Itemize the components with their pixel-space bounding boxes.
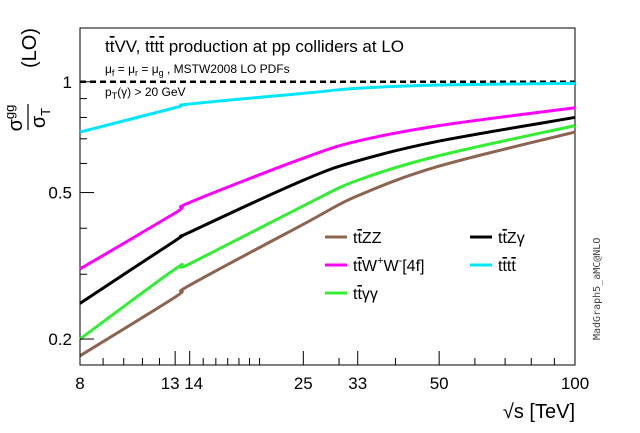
series-line-3 [79,81,576,134]
x-tick-label: 14 [184,374,203,393]
annotation-cut: pT(γ) > 20 GeV [105,85,186,101]
y-label-denominator: σT [28,108,53,128]
plot-frame [79,27,576,366]
legend-label: ttW+W-[4f] [353,255,424,275]
series-line-1 [79,115,576,305]
chart-title: ttVV, tttt production at pp colliders at… [105,37,404,56]
legend-label: ttγγ [353,286,378,303]
series-line-4 [79,124,576,341]
x-tick-label: 100 [561,374,589,393]
legend-label: ttZγ [498,230,525,247]
legend-label: tttt [498,258,516,275]
y-tick-label: 0.2 [48,330,72,349]
y-label-suffix: (LO) [19,28,41,68]
x-tick-label: 13 [161,374,180,393]
x-tick-label: 33 [348,374,367,393]
annotation-scales: μf = μr = μg , MSTW2008 LO PDFs [105,62,290,78]
y-tick-label: 1 [63,73,72,92]
y-tick-label: 0.5 [48,184,72,203]
watermark: MadGraph5_aMC@NLO [592,238,603,340]
series-line-2 [79,106,576,271]
y-label-numerator: σgg [2,105,27,132]
x-tick-label: 50 [430,374,449,393]
legend-label: ttZZ [353,230,382,247]
series-line-0 [79,130,576,358]
x-tick-label: 25 [294,374,313,393]
x-tick-label: 8 [75,374,84,393]
x-axis-label: √s [TeV] [503,401,575,423]
